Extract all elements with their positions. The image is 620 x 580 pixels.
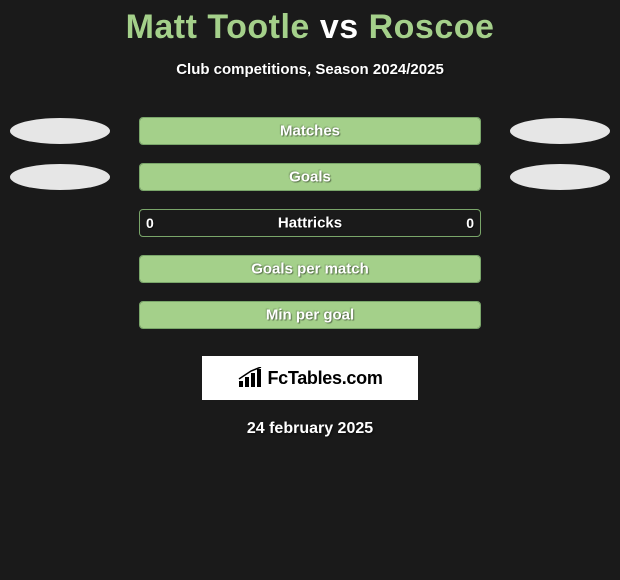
stat-bar: 0 0 Hattricks (139, 209, 481, 237)
stat-label: Min per goal (266, 307, 354, 324)
stat-row: 0 0 Hattricks (0, 200, 620, 246)
page-title: Matt Tootle vs Roscoe (0, 0, 620, 47)
stat-row: 0.75Goals per match (0, 246, 620, 292)
date-text: 24 february 2025 (0, 420, 620, 438)
stat-value-right: 0 (466, 215, 474, 231)
player-ellipse-right (510, 164, 610, 190)
brand-text: FcTables.com (267, 368, 382, 389)
player1-name: Matt Tootle (126, 8, 310, 46)
bar-fill-right (201, 164, 480, 190)
brand-logo[interactable]: FcTables.com (202, 356, 418, 400)
vs-text: vs (320, 8, 359, 46)
stats-container: 8Matches 16Goals 0 0 Hattricks 0.75Goals per … (0, 108, 620, 338)
stat-row: 8Matches (0, 108, 620, 154)
stat-row: 130Min per goal (0, 292, 620, 338)
bar-chart-icon (237, 367, 263, 389)
stat-bar: 8Matches (139, 117, 481, 145)
stat-row: 16Goals (0, 154, 620, 200)
stat-label: Matches (280, 123, 340, 140)
bar-fill-left (140, 164, 201, 190)
stat-bar: 130Min per goal (139, 301, 481, 329)
stat-bar: 0.75Goals per match (139, 255, 481, 283)
stat-label: Goals per match (251, 261, 369, 278)
subtitle: Club competitions, Season 2024/2025 (0, 61, 620, 78)
stat-bar: 16Goals (139, 163, 481, 191)
stat-value-left: 0 (146, 215, 154, 231)
stat-label: Goals (289, 169, 331, 186)
player-ellipse-right (510, 118, 610, 144)
stat-label: Hattricks (278, 215, 342, 232)
player2-name: Roscoe (369, 8, 495, 46)
player-ellipse-left (10, 118, 110, 144)
player-ellipse-left (10, 164, 110, 190)
